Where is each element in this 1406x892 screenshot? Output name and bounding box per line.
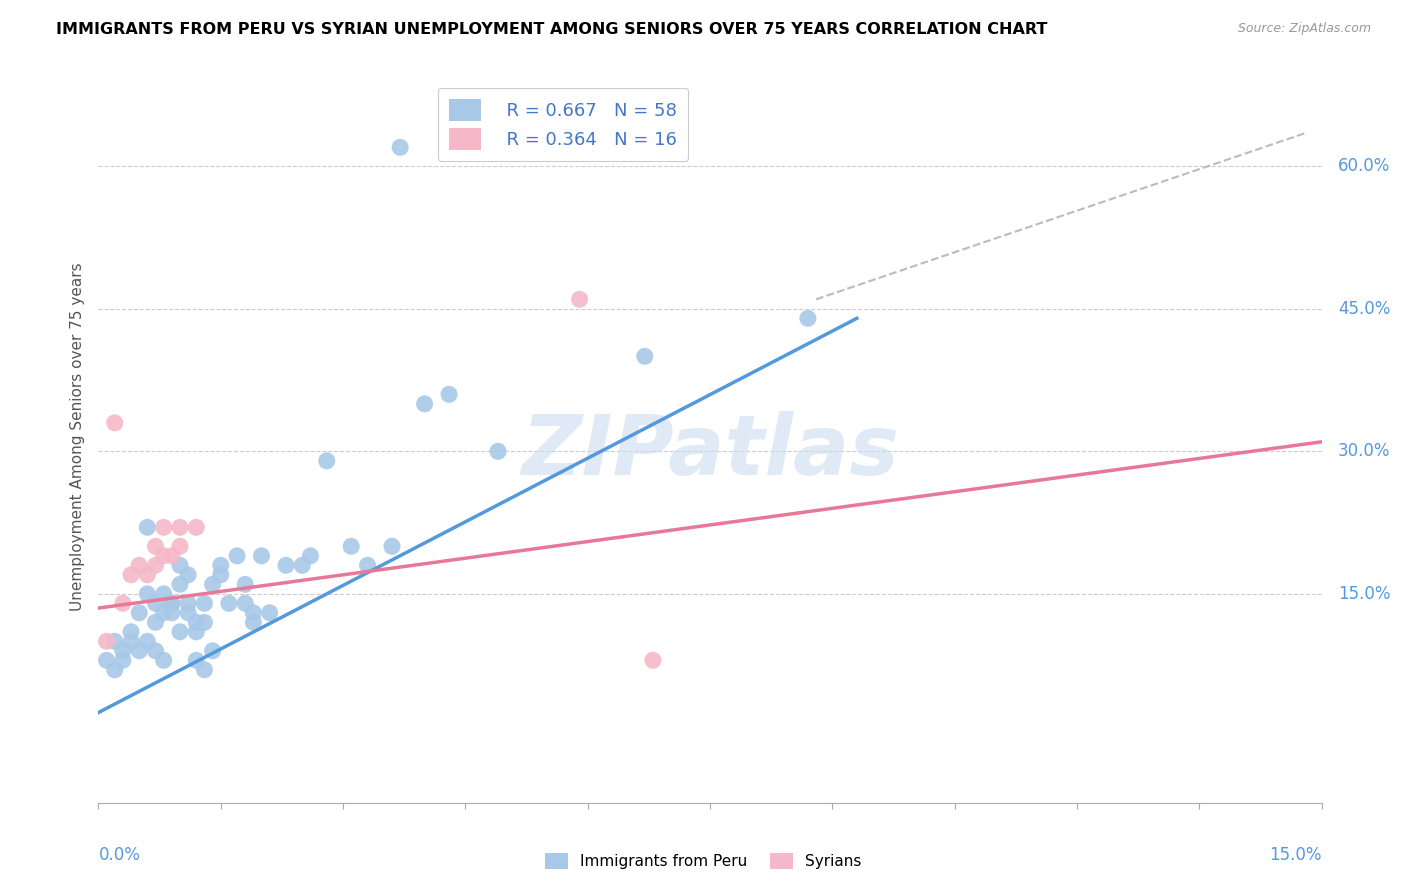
Point	[104, 663, 127, 677]
Point	[356, 558, 378, 573]
Point	[111, 644, 134, 658]
Point	[201, 577, 224, 591]
Text: 15.0%: 15.0%	[1339, 585, 1391, 603]
Point	[169, 558, 191, 573]
Point	[568, 293, 591, 307]
Point	[641, 653, 664, 667]
Point	[152, 653, 174, 667]
Point	[120, 567, 142, 582]
Text: Source: ZipAtlas.com: Source: ZipAtlas.com	[1237, 22, 1371, 36]
Point	[233, 596, 256, 610]
Point	[169, 577, 191, 591]
Legend:   R = 0.667   N = 58,   R = 0.364   N = 16: R = 0.667 N = 58, R = 0.364 N = 16	[437, 87, 688, 161]
Point	[233, 577, 256, 591]
Point	[242, 615, 264, 630]
Point	[152, 587, 174, 601]
Point	[152, 549, 174, 563]
Point	[250, 549, 273, 563]
Point	[259, 606, 281, 620]
Point	[136, 587, 159, 601]
Point	[437, 387, 460, 401]
Point	[381, 539, 404, 553]
Point	[186, 624, 208, 639]
Point	[128, 606, 150, 620]
Point	[111, 653, 134, 667]
Point	[104, 634, 127, 648]
Point	[193, 596, 215, 610]
Point	[193, 615, 215, 630]
Point	[169, 539, 191, 553]
Point	[169, 520, 191, 534]
Point	[186, 520, 208, 534]
Text: ZIPatlas: ZIPatlas	[522, 411, 898, 492]
Point	[209, 567, 232, 582]
Point	[177, 596, 200, 610]
Point	[160, 596, 183, 610]
Text: 30.0%: 30.0%	[1339, 442, 1391, 460]
Point	[291, 558, 314, 573]
Point	[160, 606, 183, 620]
Point	[193, 663, 215, 677]
Point	[128, 644, 150, 658]
Point	[340, 539, 363, 553]
Point	[186, 653, 208, 667]
Point	[145, 558, 167, 573]
Point	[128, 558, 150, 573]
Point	[152, 520, 174, 534]
Point	[145, 596, 167, 610]
Point	[177, 567, 200, 582]
Point	[136, 634, 159, 648]
Point	[136, 520, 159, 534]
Point	[169, 624, 191, 639]
Point	[389, 140, 412, 154]
Point	[145, 539, 167, 553]
Text: 60.0%: 60.0%	[1339, 157, 1391, 176]
Point	[96, 653, 118, 667]
Point	[177, 606, 200, 620]
Point	[136, 567, 159, 582]
Point	[413, 397, 436, 411]
Text: 45.0%: 45.0%	[1339, 300, 1391, 318]
Point	[145, 615, 167, 630]
Point	[96, 634, 118, 648]
Point	[160, 549, 183, 563]
Point	[242, 606, 264, 620]
Point	[152, 606, 174, 620]
Text: IMMIGRANTS FROM PERU VS SYRIAN UNEMPLOYMENT AMONG SENIORS OVER 75 YEARS CORRELAT: IMMIGRANTS FROM PERU VS SYRIAN UNEMPLOYM…	[56, 22, 1047, 37]
Point	[274, 558, 297, 573]
Point	[486, 444, 509, 458]
Point	[145, 644, 167, 658]
Point	[120, 624, 142, 639]
Point	[299, 549, 322, 563]
Point	[104, 416, 127, 430]
Point	[209, 558, 232, 573]
Point	[186, 615, 208, 630]
Point	[111, 596, 134, 610]
Text: 0.0%: 0.0%	[98, 846, 141, 863]
Point	[315, 454, 337, 468]
Point	[201, 644, 224, 658]
Point	[120, 634, 142, 648]
Point	[218, 596, 240, 610]
Point	[797, 311, 820, 326]
Legend: Immigrants from Peru, Syrians: Immigrants from Peru, Syrians	[538, 847, 868, 875]
Point	[160, 596, 183, 610]
Point	[226, 549, 249, 563]
Y-axis label: Unemployment Among Seniors over 75 years: Unemployment Among Seniors over 75 years	[69, 263, 84, 611]
Text: 15.0%: 15.0%	[1270, 846, 1322, 863]
Point	[634, 349, 657, 363]
